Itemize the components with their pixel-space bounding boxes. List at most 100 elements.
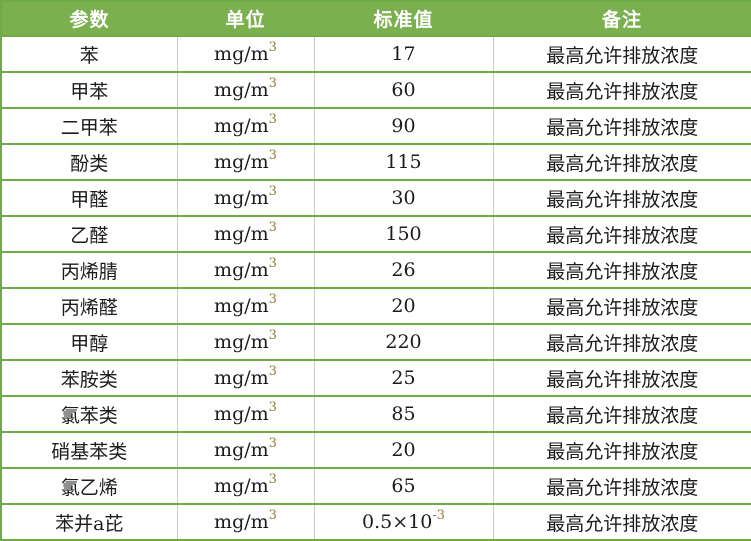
value-base: 220 [385, 331, 422, 353]
note-cell: 最高允许排放浓度 [493, 395, 751, 433]
note-cell: 最高允许排放浓度 [493, 503, 751, 541]
value-cell: 17 [314, 35, 494, 73]
unit-cell: mg/m3 [177, 359, 315, 397]
note-cell: 最高允许排放浓度 [493, 179, 751, 217]
unit-cell: mg/m3 [177, 323, 315, 361]
note-cell: 最高允许排放浓度 [493, 107, 751, 145]
header-row: 参数 单位 标准值 备注 [1, 1, 751, 36]
unit-base: mg/m [214, 511, 269, 533]
unit-exponent: 3 [268, 75, 277, 91]
unit-cell: mg/m3 [177, 287, 315, 325]
unit-exponent: 3 [268, 399, 277, 415]
unit-base: mg/m [214, 331, 269, 353]
value-base: 60 [391, 79, 416, 101]
value-base: 115 [385, 151, 422, 173]
value-cell: 150 [314, 215, 494, 253]
value-base: 20 [391, 295, 416, 317]
unit-exponent: 3 [268, 39, 277, 55]
header-value: 标准值 [314, 1, 493, 36]
value-cell: 90 [314, 107, 494, 145]
table-row: 乙醛 mg/m3 150 最高允许排放浓度 [1, 215, 751, 253]
param-cell: 二甲苯 [1, 107, 178, 145]
note-cell: 最高允许排放浓度 [493, 359, 751, 397]
param-cell: 丙烯醛 [1, 287, 178, 325]
unit-cell: mg/m3 [177, 35, 315, 73]
table-row: 甲醇 mg/m3 220 最高允许排放浓度 [1, 323, 751, 361]
value-base: 20 [391, 439, 416, 461]
table-row: 苯并a芘 mg/m3 0.5×10-3 最高允许排放浓度 [1, 503, 751, 541]
unit-base: mg/m [214, 151, 269, 173]
unit-base: mg/m [214, 187, 269, 209]
value-cell: 60 [314, 71, 494, 109]
unit-cell: mg/m3 [177, 251, 315, 289]
table-row: 丙烯醛 mg/m3 20 最高允许排放浓度 [1, 287, 751, 325]
table-body: 苯 mg/m3 17 最高允许排放浓度 甲苯 mg/m3 60 最高允许排放浓度… [1, 35, 751, 541]
unit-base: mg/m [214, 43, 269, 65]
unit-exponent: 3 [268, 507, 277, 523]
value-base: 65 [391, 475, 416, 497]
value-cell: 30 [314, 179, 494, 217]
value-base: 26 [391, 259, 416, 281]
note-cell: 最高允许排放浓度 [493, 287, 751, 325]
param-cell: 硝基苯类 [1, 431, 178, 469]
unit-base: mg/m [214, 367, 269, 389]
value-cell: 85 [314, 395, 494, 433]
unit-base: mg/m [214, 295, 269, 317]
unit-exponent: 3 [268, 111, 277, 127]
unit-cell: mg/m3 [177, 71, 315, 109]
table-row: 酚类 mg/m3 115 最高允许排放浓度 [1, 143, 751, 181]
param-cell: 丙烯腈 [1, 251, 178, 289]
value-base: 30 [391, 187, 416, 209]
table-row: 硝基苯类 mg/m3 20 最高允许排放浓度 [1, 431, 751, 469]
param-cell: 苯 [1, 35, 178, 73]
note-cell: 最高允许排放浓度 [493, 251, 751, 289]
unit-exponent: 3 [268, 147, 277, 163]
param-cell: 苯并a芘 [1, 503, 178, 541]
unit-base: mg/m [214, 223, 269, 245]
unit-exponent: 3 [268, 291, 277, 307]
note-cell: 最高允许排放浓度 [493, 143, 751, 181]
unit-cell: mg/m3 [177, 143, 315, 181]
header-param: 参数 [1, 1, 177, 36]
param-cell: 酚类 [1, 143, 178, 181]
value-cell: 20 [314, 431, 494, 469]
param-cell: 甲醇 [1, 323, 178, 361]
value-base: 90 [391, 115, 416, 137]
header-note: 备注 [493, 1, 751, 36]
unit-exponent: 3 [268, 183, 277, 199]
note-cell: 最高允许排放浓度 [493, 215, 751, 253]
param-cell: 甲醛 [1, 179, 178, 217]
unit-base: mg/m [214, 79, 269, 101]
unit-cell: mg/m3 [177, 215, 315, 253]
table-row: 苯胺类 mg/m3 25 最高允许排放浓度 [1, 359, 751, 397]
value-exponent: -3 [432, 507, 445, 523]
header-unit: 单位 [177, 1, 314, 36]
unit-exponent: 3 [268, 435, 277, 451]
note-cell: 最高允许排放浓度 [493, 323, 751, 361]
value-base: 17 [391, 43, 416, 65]
value-base: 25 [391, 367, 416, 389]
note-cell: 最高允许排放浓度 [493, 431, 751, 469]
table-row: 丙烯腈 mg/m3 26 最高允许排放浓度 [1, 251, 751, 289]
unit-exponent: 3 [268, 363, 277, 379]
unit-base: mg/m [214, 259, 269, 281]
value-cell: 220 [314, 323, 494, 361]
unit-exponent: 3 [268, 471, 277, 487]
unit-cell: mg/m3 [177, 467, 315, 505]
value-base: 0.5×10 [362, 511, 433, 533]
note-cell: 最高允许排放浓度 [493, 35, 751, 73]
unit-cell: mg/m3 [177, 395, 315, 433]
param-cell: 甲苯 [1, 71, 178, 109]
unit-exponent: 3 [268, 255, 277, 271]
table-row: 甲醛 mg/m3 30 最高允许排放浓度 [1, 179, 751, 217]
value-cell: 26 [314, 251, 494, 289]
table-row: 二甲苯 mg/m3 90 最高允许排放浓度 [1, 107, 751, 145]
param-cell: 苯胺类 [1, 359, 178, 397]
unit-cell: mg/m3 [177, 503, 315, 541]
value-cell: 25 [314, 359, 494, 397]
note-cell: 最高允许排放浓度 [493, 71, 751, 109]
unit-base: mg/m [214, 115, 269, 137]
table-header: 参数 单位 标准值 备注 [1, 1, 751, 36]
